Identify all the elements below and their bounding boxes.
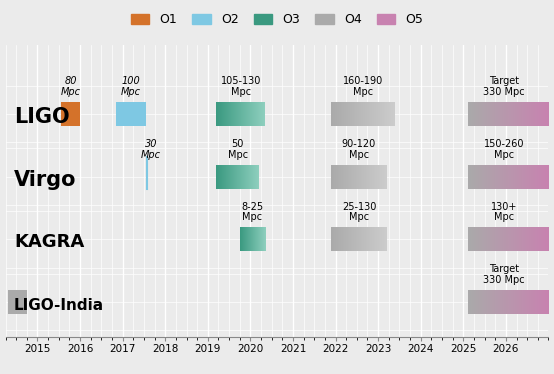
Text: Virgo: Virgo [14, 170, 76, 190]
Bar [8, 290, 27, 314]
Text: 130+
Mpc: 130+ Mpc [490, 202, 517, 223]
Bar [116, 102, 146, 126]
Text: 8-25
Mpc: 8-25 Mpc [242, 202, 264, 223]
Text: 30
Mpc: 30 Mpc [141, 139, 161, 160]
Text: 80
Mpc: 80 Mpc [61, 76, 81, 97]
Text: 160-190
Mpc: 160-190 Mpc [343, 76, 383, 97]
Text: 100
Mpc: 100 Mpc [121, 76, 141, 97]
Text: LIGO-India: LIGO-India [14, 298, 104, 313]
Text: Target
330 Mpc: Target 330 Mpc [483, 264, 525, 285]
Text: Target
330 Mpc: Target 330 Mpc [483, 76, 525, 97]
Text: 25-130
Mpc: 25-130 Mpc [342, 202, 376, 223]
Text: KAGRA: KAGRA [14, 233, 84, 251]
Text: 50
Mpc: 50 Mpc [228, 139, 248, 160]
Bar [61, 102, 80, 126]
Text: 150-260
Mpc: 150-260 Mpc [484, 139, 524, 160]
Text: 90-120
Mpc: 90-120 Mpc [342, 139, 376, 160]
Text: LIGO: LIGO [14, 107, 70, 127]
Text: 105-130
Mpc: 105-130 Mpc [221, 76, 261, 97]
Legend: O1, O2, O3, O4, O5: O1, O2, O3, O4, O5 [131, 13, 423, 26]
